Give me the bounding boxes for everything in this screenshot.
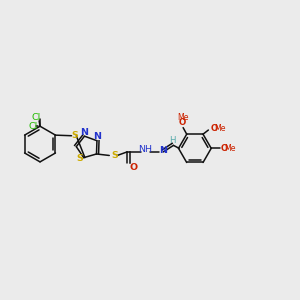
Text: NH: NH bbox=[139, 145, 152, 154]
Text: O: O bbox=[179, 118, 186, 127]
Text: O: O bbox=[221, 144, 228, 153]
Text: O: O bbox=[130, 163, 138, 172]
Text: S: S bbox=[72, 131, 79, 140]
Text: N: N bbox=[159, 146, 167, 154]
Text: S: S bbox=[111, 151, 118, 160]
Text: Me: Me bbox=[177, 113, 188, 122]
Text: Cl: Cl bbox=[32, 113, 41, 122]
Text: N: N bbox=[80, 128, 88, 136]
Text: Me: Me bbox=[224, 144, 236, 153]
Text: Me: Me bbox=[214, 124, 225, 133]
Text: H: H bbox=[169, 136, 175, 145]
Text: O: O bbox=[211, 124, 218, 133]
Text: S: S bbox=[76, 154, 83, 163]
Text: Cl: Cl bbox=[29, 122, 38, 131]
Text: N: N bbox=[94, 132, 101, 141]
